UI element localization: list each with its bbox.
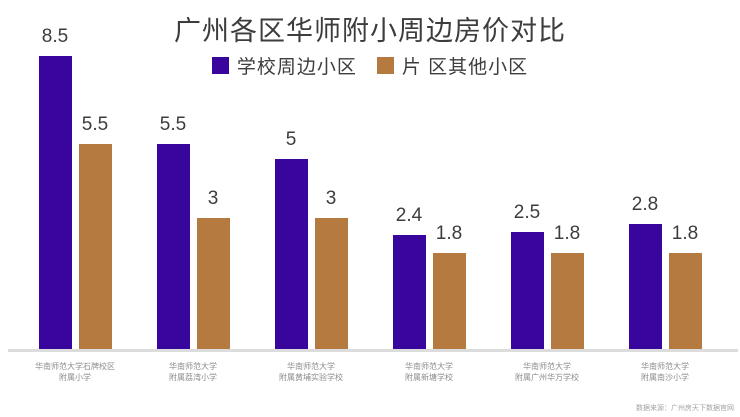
- bar-group: 2.5 1.8: [488, 202, 606, 349]
- x-axis-label: 华南师范大学石牌校区 附属小学: [16, 361, 134, 383]
- x-axis-label: 华南师范大学 附属黄埔实验学校: [252, 361, 370, 383]
- bar-district-other: [550, 252, 584, 349]
- legend-swatch-district-other: [376, 57, 394, 74]
- x-axis-label-line: 华南师范大学: [169, 362, 217, 371]
- bar-unit: 5.5: [78, 114, 112, 349]
- legend-label-district-other: 片 区其他小区: [401, 57, 529, 78]
- x-axis-label: 华南师范大学 附属广州华万学校: [488, 361, 606, 383]
- x-axis-label: 华南师范大学 附属荔湾小学: [134, 361, 252, 383]
- bar-group: 8.5 5.5: [16, 26, 134, 349]
- bar-group: 2.4 1.8: [370, 205, 488, 349]
- legend-swatch-school-nearby: [211, 57, 229, 74]
- bar-school-nearby: [628, 223, 662, 349]
- x-axis-label-line: 附属荔湾小学: [169, 373, 217, 382]
- bar-school-nearby: [274, 158, 308, 349]
- plot-area: 8.5 5.5 5.5 3 5 3 2.4 1.8 2.5 1.8 2.8 1.8: [16, 26, 724, 349]
- bar-value-label: 5.5: [159, 114, 187, 136]
- bar-value-label: 3: [207, 187, 219, 209]
- x-axis-label-line: 华南师范大学石牌校区: [35, 362, 115, 371]
- x-axis-label-line: 附属新塘学校: [405, 373, 453, 382]
- bar-unit: 1.8: [550, 222, 584, 349]
- bar-group: 2.8 1.8: [606, 193, 724, 349]
- bar-unit: 5.5: [156, 114, 190, 349]
- bar-unit: 1.8: [432, 222, 466, 349]
- x-axis-label-line: 附属广州华万学校: [515, 373, 579, 382]
- bar-unit: 2.5: [510, 202, 544, 349]
- x-axis-label: 华南师范大学 附属南沙小学: [606, 361, 724, 383]
- bar-district-other: [668, 252, 702, 349]
- bar-unit: 2.8: [628, 193, 662, 349]
- x-axis-label-line: 附属黄埔实验学校: [279, 373, 343, 382]
- x-axis-label-line: 华南师范大学: [641, 362, 689, 371]
- bar-value-label: 1.8: [671, 222, 699, 244]
- bar-school-nearby: [510, 232, 544, 349]
- bar-district-other: [78, 144, 112, 349]
- bar-unit: 2.4: [392, 205, 426, 349]
- bar-unit: 1.8: [668, 222, 702, 349]
- bar-value-label: 8.5: [41, 26, 69, 47]
- bar-unit: 5: [274, 128, 308, 349]
- x-axis-label-line: 华南师范大学: [287, 362, 335, 371]
- x-axis-label-line: 华南师范大学: [523, 362, 571, 371]
- bar-value-label: 5.5: [81, 114, 109, 136]
- x-axis-labels: 华南师范大学石牌校区 附属小学 华南师范大学 附属荔湾小学 华南师范大学 附属黄埔实验学校…: [16, 361, 724, 383]
- bar-value-label: 1.8: [553, 222, 581, 244]
- bar-unit: 8.5: [38, 26, 72, 349]
- bar-school-nearby: [38, 56, 72, 349]
- bar-district-other: [432, 252, 466, 349]
- bar-district-other: [314, 217, 348, 349]
- legend-label-school-nearby: 学校周边小区: [236, 57, 357, 78]
- bar-group: 5.5 3: [134, 114, 252, 349]
- bar-school-nearby: [392, 235, 426, 349]
- bar-value-label: 3: [325, 187, 337, 209]
- bar-value-label: 2.5: [513, 202, 541, 224]
- x-axis-label-line: 附属小学: [59, 373, 91, 382]
- legend: 学校周边小区 片 区其他小区: [0, 52, 740, 79]
- bar-value-label: 1.8: [435, 222, 463, 244]
- x-axis-line: [8, 349, 738, 352]
- x-axis-label-line: 附属南沙小学: [641, 373, 689, 382]
- bar-value-label: 2.8: [631, 193, 659, 215]
- bar-unit: 3: [196, 187, 230, 349]
- bar-value-label: 2.4: [395, 205, 423, 227]
- legend-item-district-other: 片 区其他小区: [376, 52, 529, 79]
- x-axis-label: 华南师范大学 附属新塘学校: [370, 361, 488, 383]
- source-note: 数据来源：广州房天下数据官网: [636, 405, 734, 412]
- x-axis-label-line: 华南师范大学: [405, 362, 453, 371]
- bar-school-nearby: [156, 144, 190, 349]
- chart-title: 广州各区华师附小周边房价对比: [174, 16, 566, 46]
- legend-item-school-nearby: 学校周边小区: [211, 52, 357, 79]
- bar-unit: 3: [314, 187, 348, 349]
- bar-value-label: 5: [285, 128, 297, 150]
- bar-district-other: [196, 217, 230, 349]
